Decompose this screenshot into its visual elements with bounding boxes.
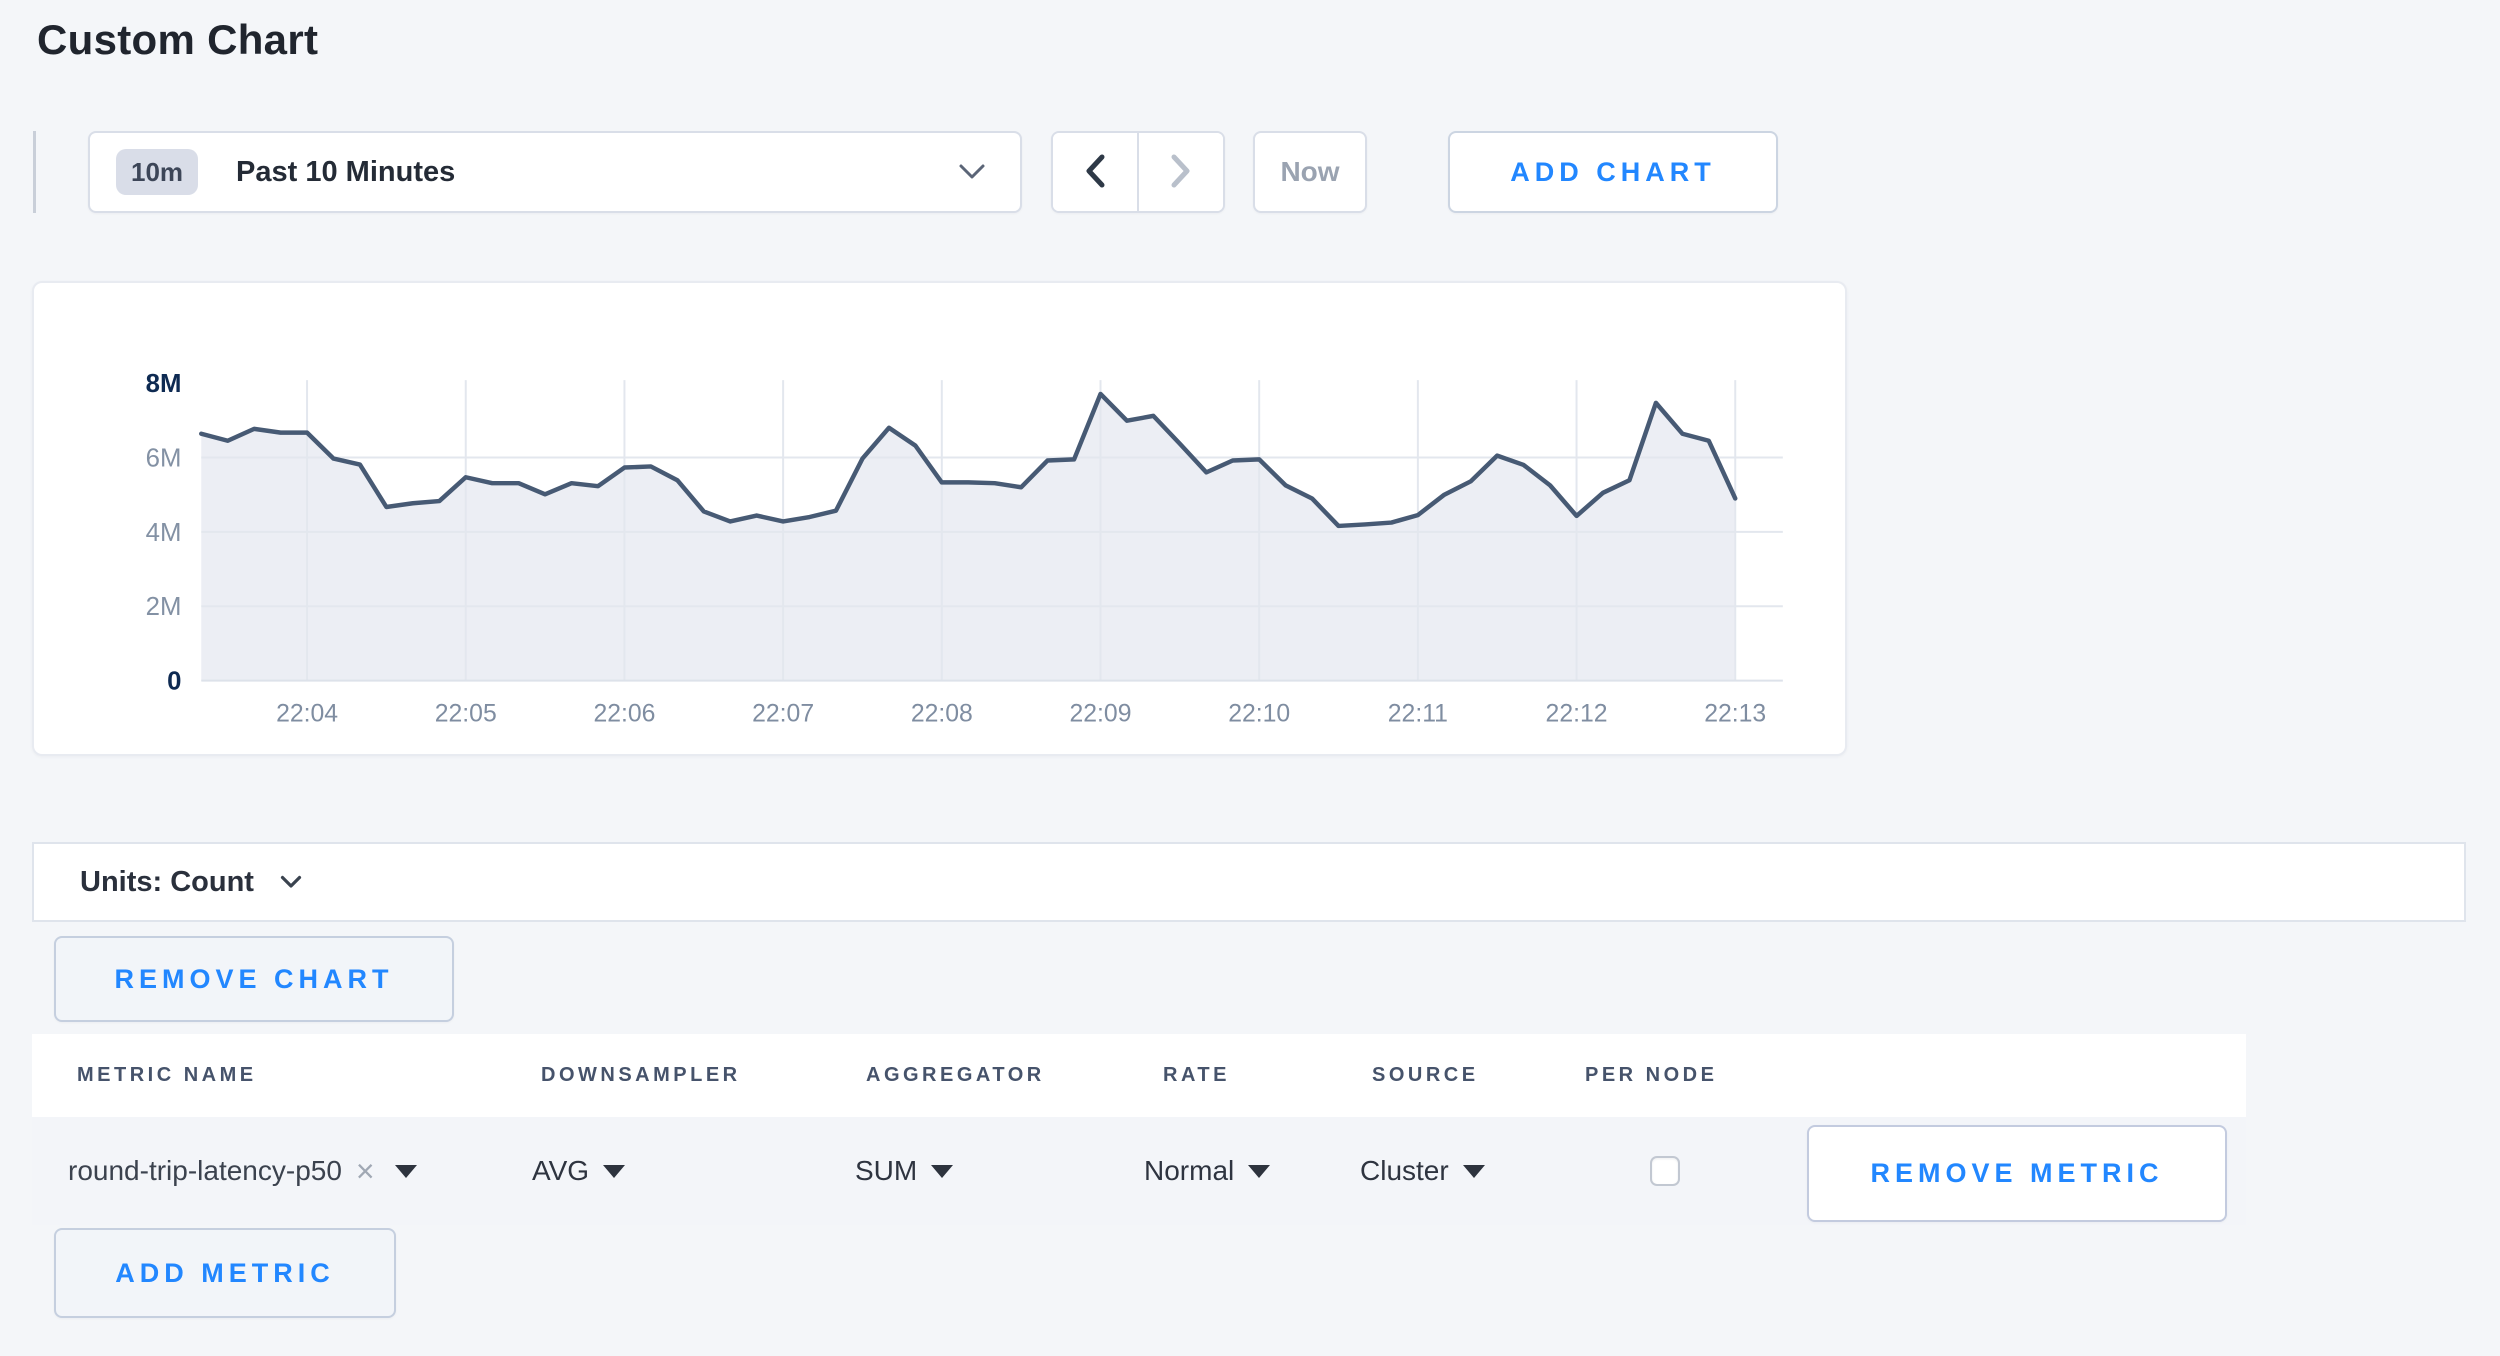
add-chart-button[interactable]: ADD CHART xyxy=(1448,131,1778,213)
downsampler-dropdown[interactable]: AVG xyxy=(532,1117,626,1225)
caret-down-icon xyxy=(1462,1164,1485,1178)
time-series-chart: 8M 6M 4M 2M 0 22:04 22:05 22:06 22:07 22:08 22:09 2… xyxy=(146,370,1783,727)
chevron-left-icon xyxy=(1083,153,1107,192)
time-range-badge: 10m xyxy=(116,149,199,195)
column-header-per-node: PER NODE xyxy=(1585,1064,1718,1086)
metrics-table: METRIC NAME DOWNSAMPLER AGGREGATOR RATE … xyxy=(32,1034,2246,1225)
per-node-cell xyxy=(1650,1117,1680,1225)
metric-name-value: round-trip-latency-p50 xyxy=(68,1155,342,1186)
range-prev-button[interactable] xyxy=(1053,133,1137,211)
svg-text:22:11: 22:11 xyxy=(1388,700,1448,727)
column-header-aggregator: AGGREGATOR xyxy=(866,1064,1045,1086)
metric-name-dropdown[interactable]: round-trip-latency-p50 × xyxy=(68,1117,417,1225)
caret-down-icon xyxy=(394,1164,417,1178)
svg-text:22:09: 22:09 xyxy=(1070,700,1132,727)
column-header-downsampler: DOWNSAMPLER xyxy=(541,1064,741,1086)
svg-text:6M: 6M xyxy=(146,444,182,472)
remove-metric-button[interactable]: REMOVE METRIC xyxy=(1807,1125,2227,1222)
svg-text:4M: 4M xyxy=(146,519,182,547)
time-range-dropdown[interactable]: 10m Past 10 Minutes xyxy=(88,131,1022,213)
caret-down-icon xyxy=(931,1164,954,1178)
chevron-right-icon xyxy=(1169,153,1193,192)
svg-text:22:06: 22:06 xyxy=(593,700,655,727)
units-selector[interactable]: Units: Count xyxy=(32,842,2466,922)
svg-text:22:07: 22:07 xyxy=(752,700,814,727)
close-icon[interactable]: × xyxy=(355,1152,375,1189)
caret-down-icon xyxy=(603,1164,626,1178)
svg-text:8M: 8M xyxy=(146,370,182,398)
source-dropdown[interactable]: Cluster xyxy=(1360,1117,1485,1225)
rate-dropdown[interactable]: Normal xyxy=(1144,1117,1271,1225)
units-label: Units: Count xyxy=(80,865,254,898)
svg-text:0: 0 xyxy=(167,668,181,696)
svg-text:2M: 2M xyxy=(146,593,182,621)
page-title: Custom Chart xyxy=(37,16,319,63)
chart-card: 8M 6M 4M 2M 0 22:04 22:05 22:06 22:07 22:08 22:09 2… xyxy=(32,281,1847,756)
aggregator-value: SUM xyxy=(855,1155,918,1186)
caret-down-icon xyxy=(1248,1164,1271,1178)
range-next-button[interactable] xyxy=(1137,133,1223,211)
remove-chart-button[interactable]: REMOVE CHART xyxy=(54,936,454,1022)
downsampler-value: AVG xyxy=(532,1155,590,1186)
svg-text:22:08: 22:08 xyxy=(911,700,973,727)
svg-text:22:10: 22:10 xyxy=(1228,700,1290,727)
aggregator-dropdown[interactable]: SUM xyxy=(855,1117,954,1225)
svg-text:22:13: 22:13 xyxy=(1704,700,1766,727)
time-range-nav xyxy=(1051,131,1225,213)
per-node-checkbox[interactable] xyxy=(1650,1156,1680,1186)
toolbar-accent-divider xyxy=(33,131,36,213)
svg-text:22:04: 22:04 xyxy=(276,700,338,727)
column-header-rate: RATE xyxy=(1163,1064,1230,1086)
svg-text:22:05: 22:05 xyxy=(435,700,497,727)
chevron-down-icon xyxy=(958,163,986,181)
now-button[interactable]: Now xyxy=(1253,131,1367,213)
add-metric-button[interactable]: ADD METRIC xyxy=(54,1228,396,1318)
time-range-label: Past 10 Minutes xyxy=(236,155,456,188)
chevron-down-icon xyxy=(280,875,302,889)
rate-value: Normal xyxy=(1144,1155,1235,1186)
svg-text:22:12: 22:12 xyxy=(1546,700,1608,727)
column-header-metric-name: METRIC NAME xyxy=(77,1064,257,1086)
column-header-source: SOURCE xyxy=(1372,1064,1479,1086)
source-value: Cluster xyxy=(1360,1155,1449,1186)
